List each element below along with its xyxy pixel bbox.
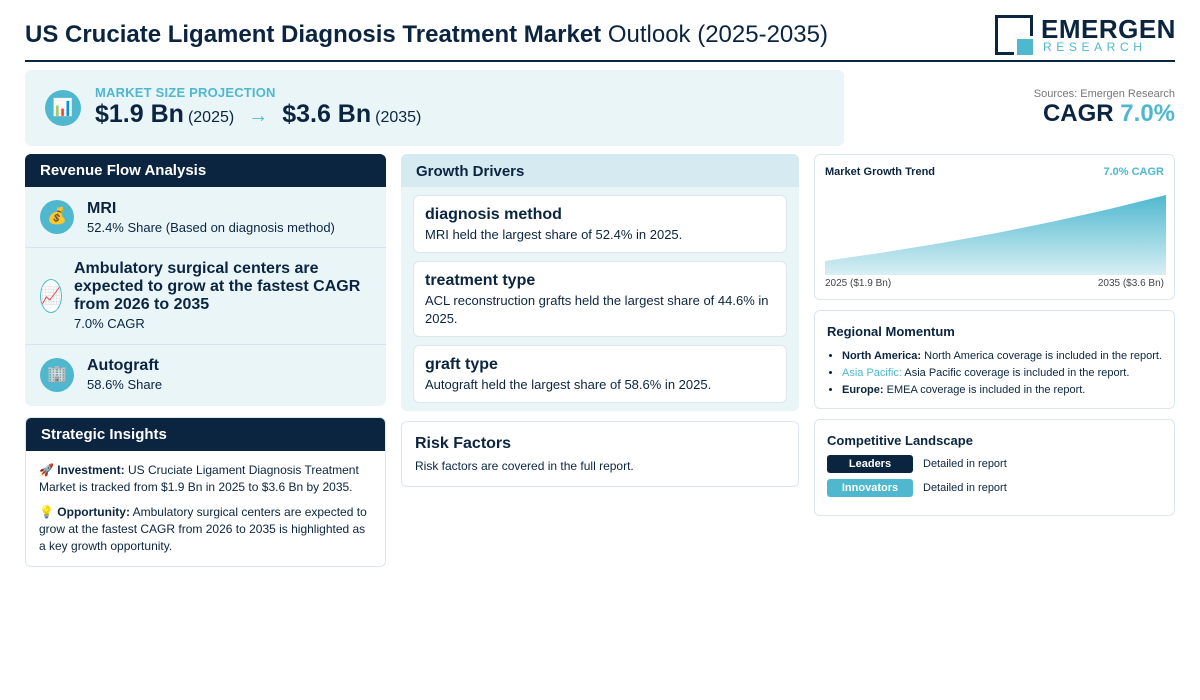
bar-chart-icon: 📊 <box>45 90 81 126</box>
driver-card: diagnosis method MRI held the largest sh… <box>413 195 787 253</box>
title-rest: Outlook (2025-2035) <box>607 21 828 48</box>
revenue-item-name: MRI <box>87 200 117 217</box>
region-text: Asia Pacific coverage is included in the… <box>904 367 1130 379</box>
revenue-item-sub: 7.0% CAGR <box>74 316 145 331</box>
end-year: (2035) <box>375 109 422 126</box>
revenue-flow-panel: Revenue Flow Analysis 💰 MRI 52.4% Share … <box>25 154 386 406</box>
region-item: Europe: EMEA coverage is included in the… <box>842 382 1172 399</box>
region-text: EMEA coverage is included in the report. <box>886 384 1086 396</box>
revenue-item-sub: 58.6% Share <box>87 377 163 392</box>
leaders-text: Detailed in report <box>923 458 1007 470</box>
regional-title: Regional Momentum <box>827 324 955 339</box>
region-text: North America coverage is included in th… <box>924 350 1162 362</box>
region-item: North America: North America coverage is… <box>842 348 1172 365</box>
sources-text: Sources: Emergen Research <box>1033 88 1175 100</box>
driver-title: graft type <box>425 356 498 373</box>
revenue-item: 💰 MRI 52.4% Share (Based on diagnosis me… <box>25 187 386 248</box>
driver-text: ACL reconstruction grafts held the large… <box>425 293 769 326</box>
trend-title: Market Growth Trend <box>825 166 936 178</box>
leaders-badge: Leaders <box>827 455 913 473</box>
opportunity-text: Ambulatory surgical centers are expected… <box>39 505 367 553</box>
growth-drivers-panel: Growth Drivers diagnosis method MRI held… <box>401 154 799 411</box>
trend-start-label: 2025 ($1.9 Bn) <box>825 278 892 289</box>
page-title: US Cruciate Ligament Diagnosis Treatment… <box>25 21 828 49</box>
region-name: North America: <box>842 350 922 362</box>
growth-drivers-title: Growth Drivers <box>401 154 799 187</box>
region-item: Asia Pacific: Asia Pacific coverage is i… <box>842 365 1172 382</box>
market-growth-trend-panel: Market Growth Trend 7.0% CAGR 2025 ($1.9… <box>814 154 1175 300</box>
rocket-icon: 🚀 <box>39 463 54 477</box>
driver-title: diagnosis method <box>425 206 562 223</box>
title-bold: US Cruciate Ligament Diagnosis Treatment… <box>25 21 602 48</box>
projection-values: $1.9 Bn (2025) → $3.6 Bn (2035) <box>95 100 421 129</box>
trend-up-icon: 📈 <box>40 279 62 313</box>
logo-sub-text: RESEARCH <box>1043 40 1147 54</box>
logo-mark-icon <box>995 15 1033 55</box>
driver-card: graft type Autograft held the largest sh… <box>413 345 787 403</box>
revenue-item: 🏢 Autograft 58.6% Share <box>25 345 386 406</box>
revenue-item-name: Autograft <box>87 357 159 374</box>
innovators-badge: Innovators <box>827 479 913 497</box>
investment-insight: 🚀 Investment: US Cruciate Ligament Diagn… <box>39 462 374 496</box>
driver-text: Autograft held the largest share of 58.6… <box>425 377 712 392</box>
strategic-insights-panel: Strategic Insights 🚀 Investment: US Cruc… <box>25 417 386 567</box>
region-name: Europe: <box>842 384 884 396</box>
end-value: $3.6 Bn <box>282 100 372 128</box>
page-header: US Cruciate Ligament Diagnosis Treatment… <box>25 12 1175 62</box>
cagr-value: 7.0% <box>1120 100 1175 127</box>
driver-title: treatment type <box>425 272 536 289</box>
trend-area-series <box>825 195 1166 275</box>
emergen-logo: EMERGEN RESEARCH <box>995 14 1175 56</box>
revenue-item-name: Ambulatory surgical centers are expected… <box>74 260 361 313</box>
trend-cagr: 7.0% CAGR <box>1103 166 1164 178</box>
cagr-label: CAGR <box>1042 100 1114 127</box>
arrow-icon: → <box>248 105 269 127</box>
logo-main-text: EMERGEN <box>1041 14 1176 44</box>
revenue-flow-title: Revenue Flow Analysis <box>25 154 386 187</box>
money-bag-icon: 💰 <box>40 200 74 234</box>
innovators-text: Detailed in report <box>923 482 1007 494</box>
revenue-item: 📈 Ambulatory surgical centers are expect… <box>25 248 386 345</box>
risk-text: Risk factors are covered in the full rep… <box>415 459 634 473</box>
building-icon: 🏢 <box>40 358 74 392</box>
investment-label: Investment: <box>57 463 125 477</box>
driver-text: MRI held the largest share of 52.4% in 2… <box>425 227 683 242</box>
lightbulb-icon: 💡 <box>39 505 54 519</box>
competitive-landscape-panel: Competitive Landscape Leaders Detailed i… <box>814 419 1175 516</box>
regional-list: North America: North America coverage is… <box>842 348 1172 399</box>
market-projection-banner: 📊 MARKET SIZE PROJECTION $1.9 Bn (2025) → $… <box>25 70 844 146</box>
competitive-title: Competitive Landscape <box>827 433 973 448</box>
start-year: (2025) <box>187 109 235 126</box>
opportunity-label: Opportunity: <box>57 505 130 519</box>
risk-title: Risk Factors <box>415 435 512 452</box>
trend-end-label: 2035 ($3.6 Bn) <box>1097 278 1164 289</box>
revenue-item-sub: 52.4% Share (Based on diagnosis method) <box>87 220 335 235</box>
region-name: Asia Pacific: <box>842 367 902 379</box>
projection-label: MARKET SIZE PROJECTION <box>95 85 276 100</box>
investment-text: US Cruciate Ligament Diagnosis Treatment… <box>39 463 359 494</box>
cagr-headline: CAGR 7.0% <box>1043 100 1175 128</box>
driver-card: treatment type ACL reconstruction grafts… <box>413 261 787 337</box>
regional-momentum-panel: Regional Momentum North America: North A… <box>814 310 1175 409</box>
start-value: $1.9 Bn <box>95 100 184 128</box>
risk-factors-panel: Risk Factors Risk factors are covered in… <box>401 421 799 487</box>
strategic-insights-title: Strategic Insights <box>26 418 385 451</box>
trend-area-chart <box>825 195 1166 275</box>
opportunity-insight: 💡 Opportunity: Ambulatory surgical cente… <box>39 504 374 555</box>
